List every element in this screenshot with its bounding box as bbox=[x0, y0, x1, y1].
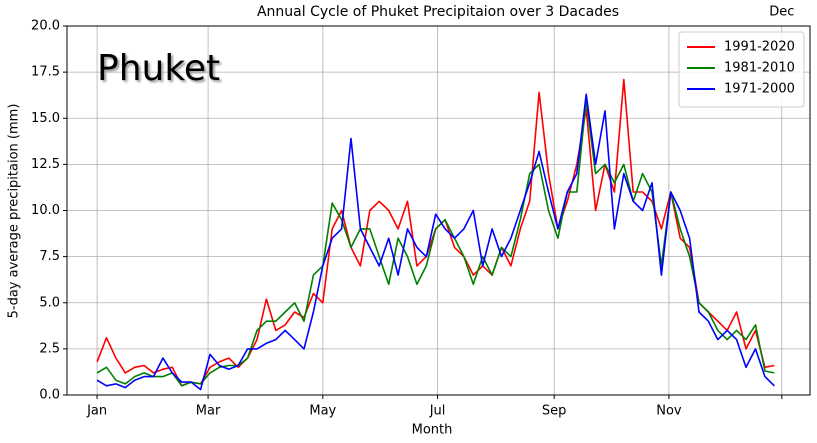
legend-label: 1981-2010 bbox=[724, 61, 795, 76]
x-tick-label: Sep bbox=[542, 404, 567, 419]
y-tick-label: 15.0 bbox=[31, 111, 60, 126]
y-axis-label: 5-day average precipitaion (mm) bbox=[7, 104, 22, 319]
y-tick-label: 0.0 bbox=[39, 388, 60, 403]
x-tick-label: Mar bbox=[196, 404, 221, 419]
x-tick-label: Nov bbox=[656, 404, 682, 419]
y-tick-label: 10.0 bbox=[31, 203, 60, 218]
x-tick-label: Dec bbox=[769, 5, 794, 20]
legend-label: 1971-2000 bbox=[724, 82, 795, 97]
x-tick-label: Jul bbox=[429, 404, 446, 419]
y-tick-label: 17.5 bbox=[31, 65, 60, 80]
y-tick-label: 12.5 bbox=[31, 157, 60, 172]
legend-label: 1991-2020 bbox=[724, 40, 795, 55]
data-line bbox=[96, 78, 775, 387]
data-line bbox=[96, 93, 775, 391]
chart-title: Annual Cycle of Phuket Precipitaion over… bbox=[257, 4, 619, 20]
y-tick-label: 20.0 bbox=[31, 19, 60, 34]
y-tick-label: 7.5 bbox=[39, 249, 60, 264]
y-tick-label: 5.0 bbox=[39, 295, 60, 310]
annotation: Phuket bbox=[97, 48, 220, 89]
x-axis-label: Month bbox=[412, 423, 453, 438]
x-tick-label: May bbox=[309, 404, 336, 419]
data-line bbox=[96, 99, 775, 387]
y-tick-label: 2.5 bbox=[39, 341, 60, 356]
plot-frame bbox=[66, 25, 811, 396]
x-tick-label: Jan bbox=[86, 404, 107, 419]
